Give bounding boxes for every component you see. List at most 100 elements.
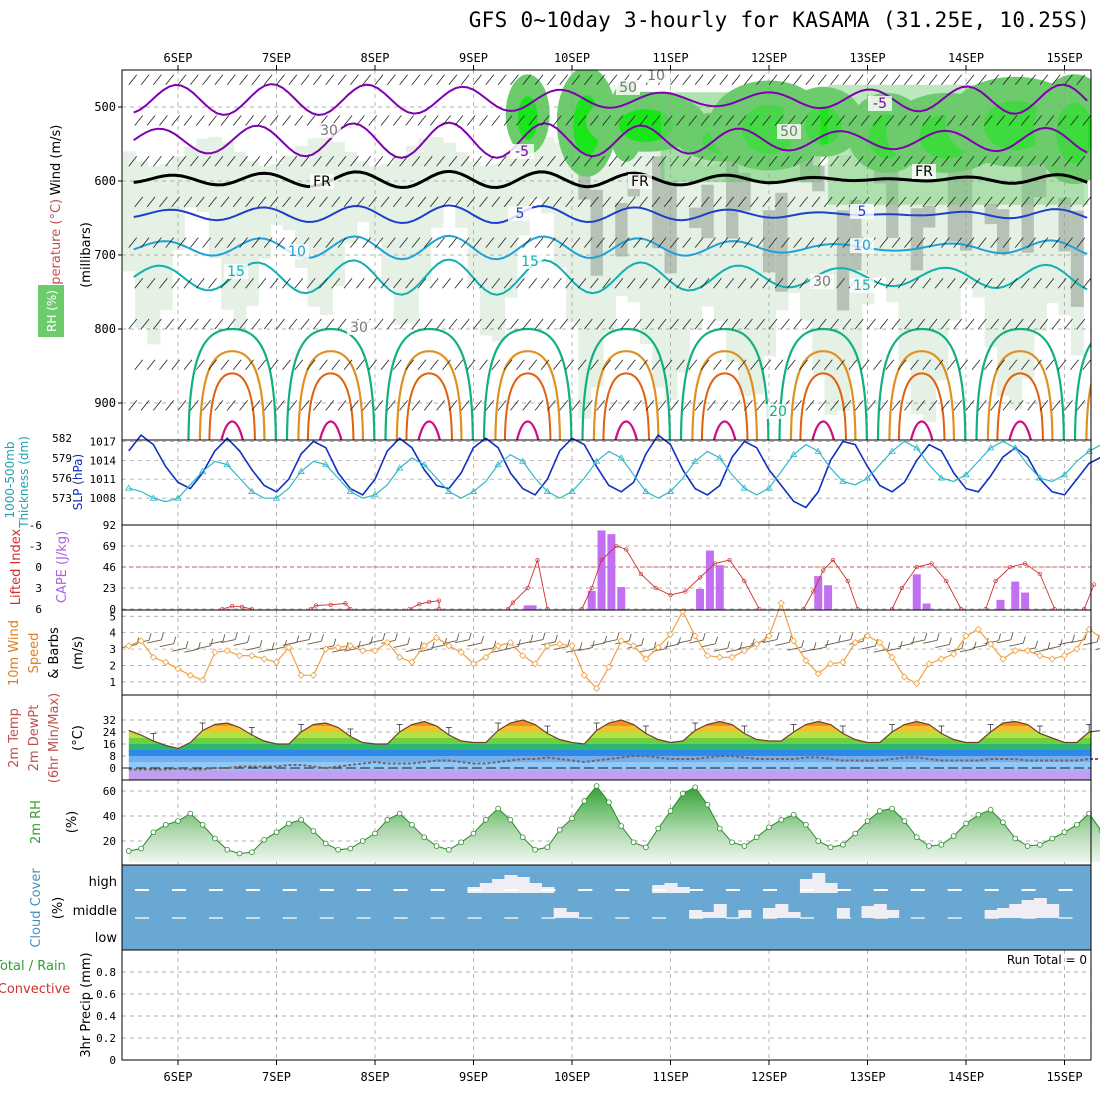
surface-wind-barb [812, 646, 827, 651]
wind-barb [953, 400, 962, 411]
lifted-index-marker [436, 598, 442, 603]
rh-cell [590, 189, 604, 276]
wind-barb [448, 318, 458, 330]
wind-barb [713, 115, 722, 126]
wind-speed-marker [814, 670, 822, 678]
wind-barb [1039, 155, 1049, 167]
temp-contour-35 [515, 420, 540, 440]
wind-barb [577, 278, 587, 289]
wind-barb [633, 400, 642, 411]
rh-marker [569, 815, 575, 822]
rh-cell [996, 143, 1010, 397]
wind-barb [350, 400, 359, 411]
lifted-index-marker [1091, 582, 1097, 587]
thickness-marker [346, 487, 355, 494]
wind-speed-marker [174, 665, 182, 673]
lifted-ytick: -6 [29, 519, 42, 532]
wind-barb [1033, 359, 1042, 370]
wind-barb [916, 318, 926, 330]
surface-wind-barb [886, 647, 901, 652]
wind-barb [331, 359, 341, 370]
contour-label: 10 [288, 244, 306, 260]
surface-wind-barb [542, 632, 546, 640]
wind-barb [781, 237, 790, 248]
rh-cell [479, 166, 493, 336]
wind-barb [534, 155, 544, 167]
wind-barb [688, 359, 698, 370]
wind-barb [313, 237, 322, 248]
wind-barb [423, 237, 433, 248]
cloud-high-cell [664, 883, 678, 893]
thickness-label: 1000-500mb [3, 441, 17, 518]
wind-barb [1020, 115, 1030, 126]
rh-marker [1012, 835, 1019, 842]
wind-barb [257, 196, 267, 208]
wind-barb [719, 74, 729, 86]
contour-label-bg [510, 144, 534, 159]
wind-barb [904, 400, 913, 411]
upper-ytick: 800 [94, 322, 116, 336]
cloud-mid-cell [1046, 904, 1060, 918]
wind-barb [202, 74, 211, 86]
wind-barb [873, 278, 882, 289]
contour-label-bg [868, 96, 892, 111]
wind-barb [436, 74, 445, 86]
lifted-index-marker [624, 547, 629, 552]
wind-barb [990, 74, 999, 86]
rh-marker [729, 839, 735, 846]
precip-ytick: 0 [109, 1054, 116, 1067]
wind-barb [571, 74, 581, 86]
temp-contour-25 [888, 350, 955, 440]
wind-barb [214, 74, 224, 86]
rh-cell [664, 181, 678, 274]
temp-label-c: (6hr Min/Max) [47, 693, 62, 783]
wind-barb [633, 237, 642, 248]
wind-barb [448, 400, 458, 411]
wind-barb [565, 115, 574, 126]
rh-band [828, 84, 1089, 205]
wind-barb [399, 237, 408, 248]
temp-contour-minus10 [133, 83, 1088, 117]
lifted-index-line [891, 562, 962, 610]
wind-speed-marker [888, 653, 896, 661]
cape-bar [528, 605, 537, 610]
wind-barb [405, 115, 414, 126]
thickness-label-2: Thickness (dm) [17, 436, 31, 529]
wind-barb [269, 115, 279, 126]
wind-barb [288, 74, 298, 86]
wind-barb [429, 359, 439, 370]
wind-barb [891, 318, 901, 330]
wind-barb [190, 155, 199, 167]
wind-barb [534, 318, 544, 330]
cloud-mid-cell [873, 904, 887, 918]
wind-barb [1082, 196, 1091, 208]
wind-barb [657, 318, 667, 330]
surface-wind-barb [222, 634, 226, 642]
rh-marker [852, 830, 858, 837]
wind-speed-marker [839, 658, 847, 666]
wind-barb [497, 400, 507, 411]
wind-barb [854, 400, 864, 411]
surface-wind-barb [296, 635, 300, 643]
temp-band [128, 750, 1091, 756]
surface-wind-barb [331, 648, 347, 653]
wind-barb [947, 196, 956, 208]
temp-contour-15 [133, 258, 1088, 296]
wind-speed-marker [777, 599, 785, 607]
wind-barb [269, 196, 279, 208]
surface-wind-barb [259, 639, 263, 648]
wind-barb [387, 318, 396, 330]
wind-barb [854, 155, 864, 167]
thickness-line [128, 440, 1100, 503]
wind-barb [947, 359, 956, 370]
rh-unit-label: (%) [65, 811, 80, 834]
wind-barb [707, 400, 716, 411]
cape-bar [696, 588, 705, 610]
wind-barb [1070, 278, 1079, 289]
wind-barb [485, 318, 495, 330]
wind-barb [657, 155, 667, 167]
rh-marker [433, 843, 440, 849]
wind-barb [171, 278, 180, 289]
thickness-marker [322, 460, 330, 468]
